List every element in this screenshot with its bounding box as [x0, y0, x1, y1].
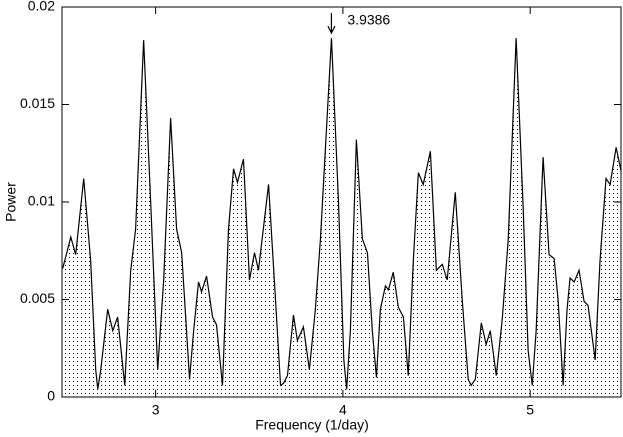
x-tick-label: 4: [339, 402, 347, 418]
annotation-arrowhead: [327, 25, 336, 35]
x-axis-label: Frequency (1/day): [255, 417, 369, 433]
x-tick-label: 3: [152, 402, 160, 418]
y-tick-label: 0.015: [20, 95, 55, 111]
x-tick-label: 5: [526, 402, 534, 418]
annotation-label: 3.9386: [347, 12, 390, 28]
area-fill: [62, 38, 621, 397]
y-tick-label: 0.01: [28, 193, 55, 209]
y-axis-label: Power: [3, 182, 19, 222]
y-tick-label: 0: [47, 388, 55, 404]
power-line: [62, 38, 622, 390]
y-tick-label: 0.005: [20, 290, 55, 306]
y-tick-label: 0.02: [28, 0, 55, 14]
